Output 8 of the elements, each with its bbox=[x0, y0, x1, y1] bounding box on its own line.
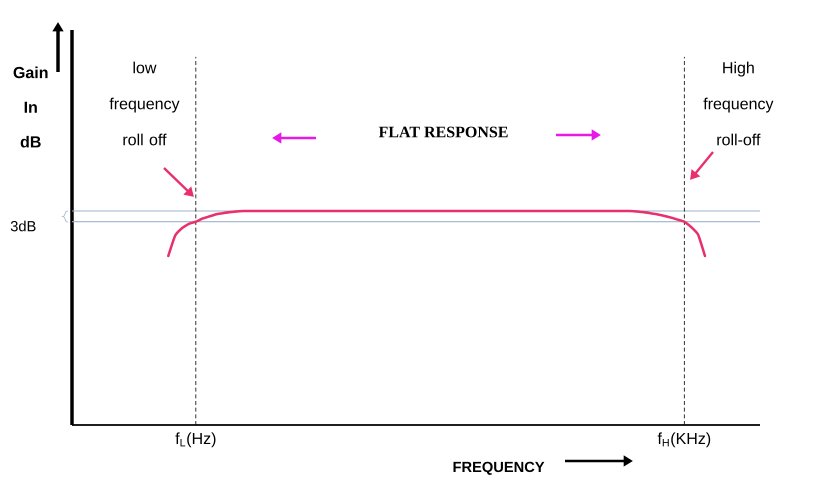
x-tick-label: f$_{H}$(KHz) bbox=[658, 432, 710, 448]
x-axis-title: FREQUENCY bbox=[454, 462, 544, 475]
text: FLAT RESPONSE bbox=[378, 126, 508, 138]
text: High frequency roll-off bbox=[703, 61, 774, 146]
text: low frequency roll off bbox=[110, 61, 180, 146]
ref-line-label: 3dB bbox=[10, 220, 36, 232]
x-tick-label: f$_{L}$(Hz) bbox=[175, 432, 216, 448]
text: Gain In dB bbox=[14, 66, 48, 148]
